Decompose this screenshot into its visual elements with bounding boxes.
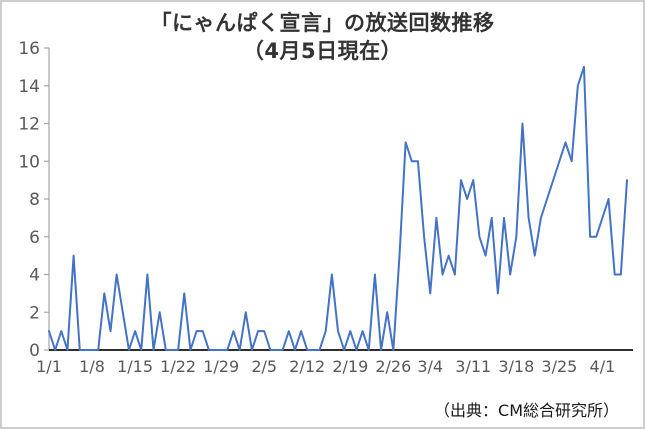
x-tick-label: 4/1 <box>590 357 616 376</box>
data-line <box>48 65 628 351</box>
source-credit: （出典：CM総合研究所） <box>434 401 619 420</box>
chart-title: 「にゃんぱく宣言」の放送回数推移 （4月5日現在） <box>2 9 643 66</box>
x-tick-label: 1/1 <box>36 357 62 376</box>
x-tick-label: 3/18 <box>498 357 534 376</box>
y-tick-label: 16 <box>18 39 40 59</box>
x-tick-label: 1/29 <box>203 357 239 376</box>
y-tick-label: 8 <box>29 190 40 210</box>
x-tick-label: 1/22 <box>160 357 196 376</box>
chart-title-line2: （4月5日現在） <box>242 39 403 64</box>
x-tick-label: 3/11 <box>455 357 491 376</box>
y-tick-label: 0 <box>29 341 40 361</box>
x-tick-label: 3/4 <box>417 357 443 376</box>
x-tick-label: 2/26 <box>375 357 411 376</box>
x-tick-label: 2/5 <box>251 357 277 376</box>
x-tick-label: 1/15 <box>117 357 153 376</box>
y-tick-label: 2 <box>29 303 40 323</box>
y-tick-label: 6 <box>29 228 40 248</box>
y-tick-label: 14 <box>18 77 40 97</box>
x-tick-label: 3/25 <box>541 357 577 376</box>
y-tick-label: 4 <box>29 266 40 286</box>
x-tick-label: 1/8 <box>79 357 105 376</box>
x-tick-label: 2/19 <box>332 357 368 376</box>
chart-title-line1: 「にゃんぱく宣言」の放送回数推移 <box>150 11 495 35</box>
y-tick-label: 10 <box>18 152 40 172</box>
y-tick-label: 12 <box>18 115 40 135</box>
x-tick-label: 2/12 <box>289 357 325 376</box>
